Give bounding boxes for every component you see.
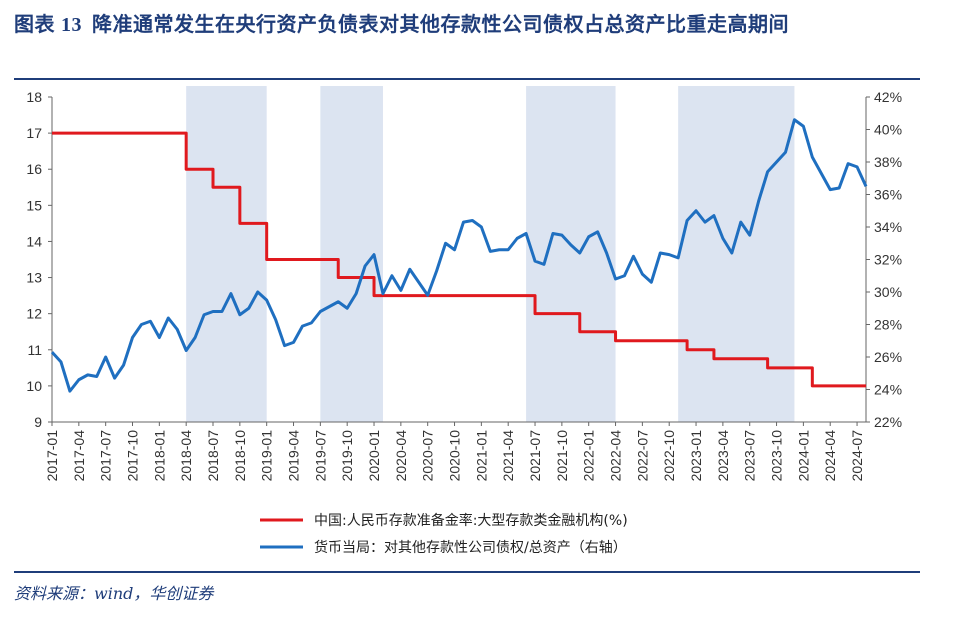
left-tick-label: 15	[26, 197, 42, 213]
right-tick-label: 34%	[874, 219, 902, 235]
x-tick-label: 2024-07	[849, 430, 865, 482]
chart-title: 图表 13 降准通常发生在央行资产负债表对其他存款性公司债权占总资产比重走高期间	[14, 8, 944, 41]
x-tick-label: 2023-10	[769, 430, 785, 482]
right-tick-label: 38%	[874, 154, 902, 170]
right-tick-label: 22%	[874, 414, 902, 430]
x-tick-label: 2019-10	[339, 430, 355, 482]
x-tick-label: 2022-04	[608, 430, 624, 482]
x-tick-label: 2021-07	[527, 430, 543, 482]
right-tick-label: 40%	[874, 122, 902, 138]
right-tick-label: 30%	[874, 284, 902, 300]
shaded-period-1	[186, 86, 267, 422]
x-tick-label: 2024-01	[795, 430, 811, 482]
left-tick-label: 17	[26, 125, 42, 141]
x-tick-label: 2021-04	[500, 430, 516, 482]
x-tick-label: 2021-10	[554, 430, 570, 482]
x-tick-label: 2022-07	[634, 430, 650, 482]
x-tick-label: 2020-04	[393, 430, 409, 482]
x-tick-label: 2023-01	[688, 430, 704, 482]
right-tick-label: 32%	[874, 252, 902, 268]
left-tick-label: 18	[26, 89, 42, 105]
x-tick-label: 2018-01	[151, 430, 167, 482]
x-tick-label: 2021-01	[473, 430, 489, 482]
x-tick-label: 2024-04	[822, 430, 838, 482]
right-tick-label: 26%	[874, 349, 902, 365]
left-tick-label: 10	[26, 378, 42, 394]
shaded-period-4	[678, 86, 795, 422]
x-tick-label: 2019-07	[312, 430, 328, 482]
title-label: 图表	[14, 12, 55, 36]
left-tick-label: 14	[26, 233, 42, 249]
x-tick-label: 2022-01	[581, 430, 597, 482]
right-tick-label: 36%	[874, 187, 902, 203]
x-tick-label: 2023-07	[742, 430, 758, 482]
right-tick-label: 24%	[874, 382, 902, 398]
x-tick-label: 2020-10	[447, 430, 463, 482]
x-tick-label: 2018-04	[178, 430, 194, 482]
x-tick-label: 2020-01	[366, 430, 382, 482]
title-number: 13	[61, 14, 82, 36]
title-text: 降准通常发生在央行资产负债表对其他存款性公司债权占总资产比重走高期间	[92, 12, 789, 36]
left-tick-label: 9	[34, 414, 42, 430]
left-tick-label: 12	[26, 306, 42, 322]
right-tick-label: 42%	[874, 89, 902, 105]
left-tick-label: 13	[26, 270, 42, 286]
source-rule	[14, 571, 920, 573]
legend-label-1: 中国:人民币存款准备金率:大型存款类金融机构(%)	[314, 512, 628, 529]
x-tick-label: 2017-10	[125, 430, 141, 482]
source-note: 资料来源：wind，华创证券	[14, 584, 214, 603]
x-tick-label: 2022-10	[661, 430, 677, 482]
right-tick-label: 28%	[874, 317, 902, 333]
x-tick-label: 2017-07	[98, 430, 114, 482]
x-tick-label: 2018-07	[205, 430, 221, 482]
x-tick-label: 2017-01	[44, 430, 60, 482]
claims-ratio-line	[50, 118, 868, 393]
shaded-period-3	[526, 86, 616, 422]
reserve-ratio-line	[52, 131, 866, 388]
left-tick-label: 11	[27, 342, 42, 358]
x-tick-label: 2018-10	[232, 430, 248, 482]
x-tick-label: 2017-04	[71, 430, 87, 482]
shaded-period-2	[320, 86, 383, 422]
x-tick-label: 2023-04	[715, 430, 731, 482]
x-tick-label: 2019-04	[286, 430, 302, 482]
legend-label-2: 货币当局：对其他存款性公司债权/总资产（右轴）	[314, 539, 627, 556]
x-tick-label: 2019-01	[259, 430, 275, 482]
title-rule	[14, 78, 920, 80]
left-tick-label: 16	[26, 161, 42, 177]
x-tick-label: 2020-07	[420, 430, 436, 482]
